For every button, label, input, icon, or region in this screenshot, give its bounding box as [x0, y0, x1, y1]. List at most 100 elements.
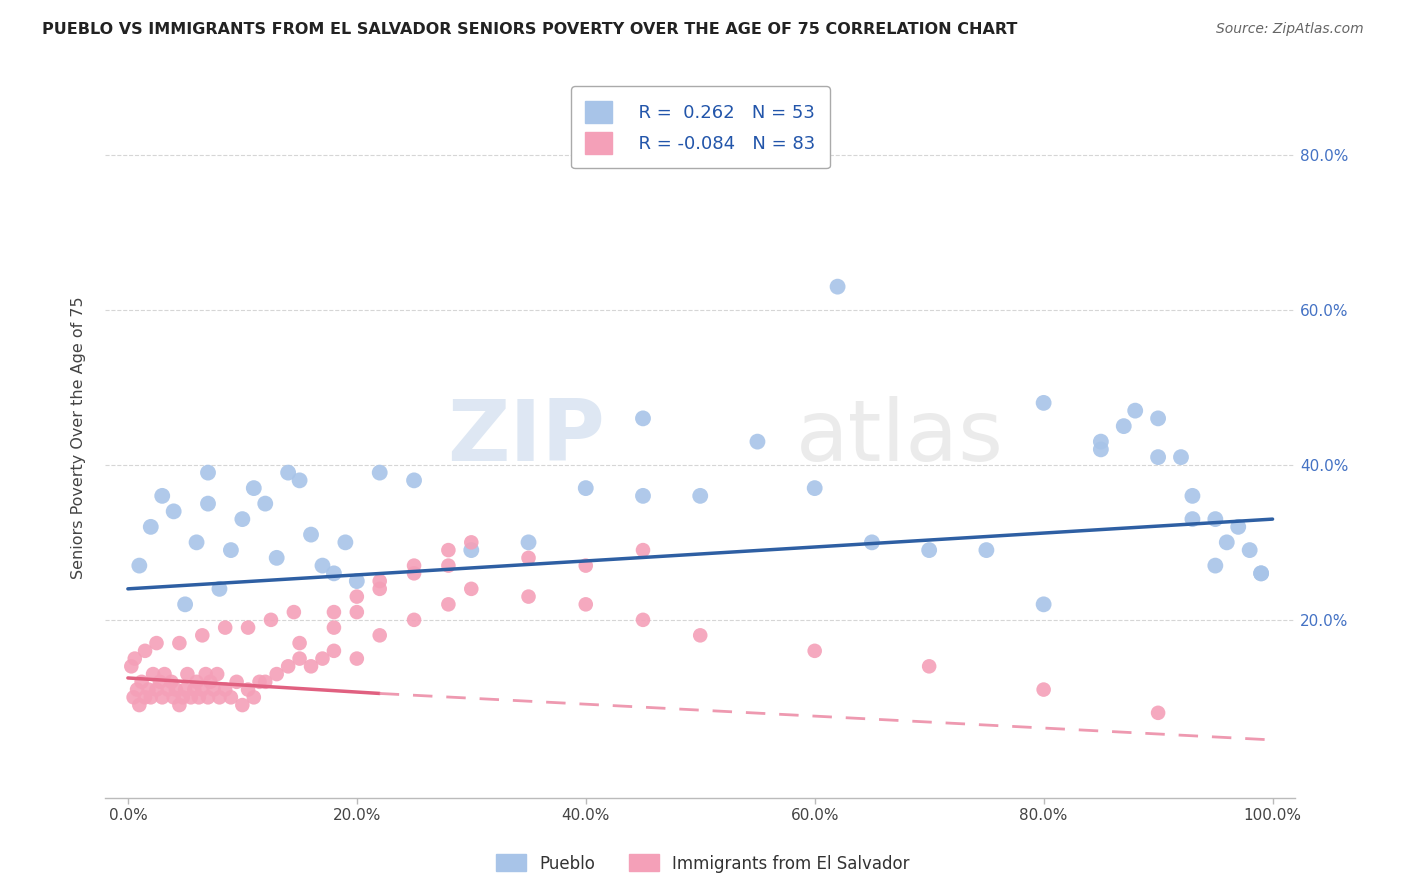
Point: [368, 574, 391, 588]
Point: [169, 636, 191, 650]
Point: [1250, 566, 1272, 581]
Point: [197, 497, 219, 511]
Text: PUEBLO VS IMMIGRANTS FROM EL SALVADOR SENIORS POVERTY OVER THE AGE OF 75 CORRELA: PUEBLO VS IMMIGRANTS FROM EL SALVADOR SE…: [42, 22, 1018, 37]
Point: [437, 598, 460, 612]
Point: [323, 621, 346, 635]
Point: [575, 481, 598, 495]
Point: [1090, 442, 1112, 457]
Point: [1032, 682, 1054, 697]
Point: [145, 682, 167, 697]
Point: [631, 543, 654, 558]
Point: [243, 481, 266, 495]
Point: [402, 474, 425, 488]
Point: [163, 690, 186, 705]
Point: [918, 659, 941, 673]
Text: Source: ZipAtlas.com: Source: ZipAtlas.com: [1216, 22, 1364, 37]
Y-axis label: Seniors Poverty Over the Age of 75: Seniors Poverty Over the Age of 75: [72, 296, 86, 579]
Point: [200, 674, 222, 689]
Point: [150, 690, 173, 705]
Point: [288, 474, 311, 488]
Legend:   R =  0.262   N = 53,   R = -0.084   N = 83: R = 0.262 N = 53, R = -0.084 N = 83: [571, 87, 830, 169]
Point: [827, 279, 849, 293]
Point: [174, 598, 197, 612]
Legend: Pueblo, Immigrants from El Salvador: Pueblo, Immigrants from El Salvador: [489, 847, 917, 880]
Point: [1239, 543, 1261, 558]
Point: [219, 690, 242, 705]
Point: [747, 434, 769, 449]
Point: [299, 527, 322, 541]
Point: [231, 512, 253, 526]
Point: [1032, 598, 1054, 612]
Point: [346, 651, 368, 665]
Point: [346, 605, 368, 619]
Point: [1147, 706, 1170, 720]
Point: [205, 667, 228, 681]
Point: [249, 674, 271, 689]
Point: [128, 558, 150, 573]
Point: [288, 651, 311, 665]
Point: [174, 682, 197, 697]
Point: [149, 674, 172, 689]
Point: [163, 504, 186, 518]
Point: [1032, 396, 1054, 410]
Point: [134, 644, 156, 658]
Point: [1181, 512, 1204, 526]
Point: [1090, 434, 1112, 449]
Point: [517, 590, 540, 604]
Point: [197, 466, 219, 480]
Point: [299, 659, 322, 673]
Point: [402, 566, 425, 581]
Point: [918, 543, 941, 558]
Point: [1147, 411, 1170, 425]
Point: [191, 682, 214, 697]
Point: [1227, 520, 1250, 534]
Point: [323, 566, 346, 581]
Point: [575, 558, 598, 573]
Point: [323, 644, 346, 658]
Point: [368, 628, 391, 642]
Point: [134, 690, 156, 705]
Point: [219, 543, 242, 558]
Point: [288, 636, 311, 650]
Point: [131, 674, 153, 689]
Point: [437, 543, 460, 558]
Point: [186, 674, 208, 689]
Point: [860, 535, 883, 549]
Point: [335, 535, 357, 549]
Point: [214, 621, 236, 635]
Point: [153, 667, 176, 681]
Point: [142, 667, 165, 681]
Point: [402, 613, 425, 627]
Point: [260, 613, 283, 627]
Point: [460, 543, 482, 558]
Point: [1204, 558, 1226, 573]
Point: [254, 497, 277, 511]
Point: [689, 628, 711, 642]
Point: [277, 659, 299, 673]
Point: [214, 682, 236, 697]
Point: [631, 613, 654, 627]
Point: [122, 690, 145, 705]
Text: atlas: atlas: [796, 396, 1004, 479]
Point: [191, 628, 214, 642]
Point: [1170, 450, 1192, 464]
Point: [631, 489, 654, 503]
Point: [368, 466, 391, 480]
Point: [231, 698, 253, 712]
Point: [311, 651, 333, 665]
Point: [243, 690, 266, 705]
Point: [208, 582, 231, 596]
Point: [128, 698, 150, 712]
Point: [266, 667, 288, 681]
Point: [575, 598, 598, 612]
Point: [236, 682, 259, 697]
Point: [208, 690, 231, 705]
Point: [187, 690, 209, 705]
Point: [517, 535, 540, 549]
Point: [139, 520, 162, 534]
Point: [145, 636, 167, 650]
Point: [1123, 403, 1146, 417]
Point: [197, 690, 219, 705]
Point: [323, 605, 346, 619]
Point: [236, 621, 259, 635]
